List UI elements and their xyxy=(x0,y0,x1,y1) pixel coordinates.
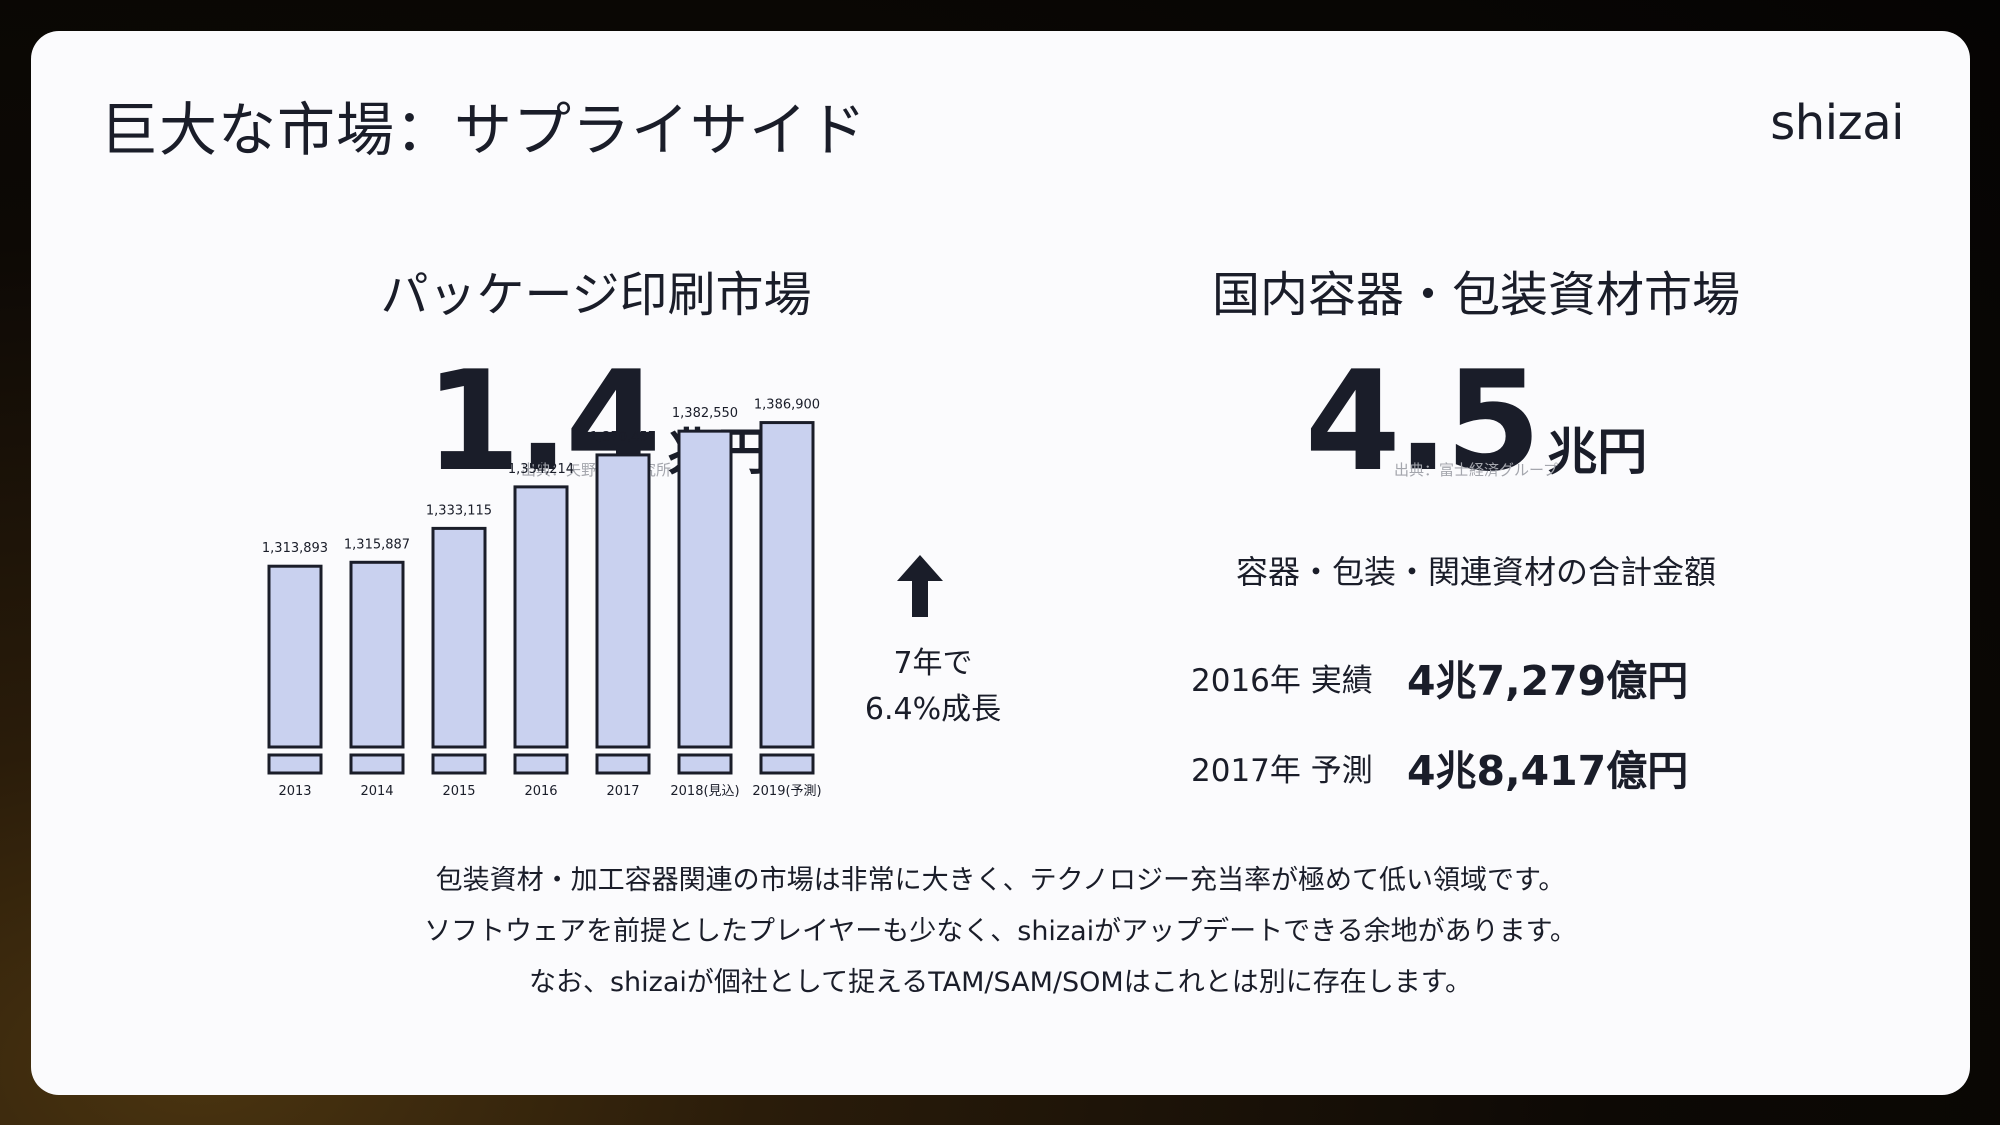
up-arrow-icon xyxy=(897,555,943,617)
bar-base-2019(予測) xyxy=(759,753,815,775)
bar-2017 xyxy=(595,453,651,749)
bar-2019(予測) xyxy=(759,421,815,749)
figure-value-2017: 4兆8,417億円 xyxy=(1407,747,1689,795)
x-tick-label: 2013 xyxy=(278,784,311,799)
slide-title: 巨大な市場：サプライサイド xyxy=(100,96,868,164)
figure-row-2016: 2016年 実績 4兆7,279億円 xyxy=(1191,647,1688,707)
bar-base-2016 xyxy=(513,753,569,775)
bar-2013 xyxy=(267,564,323,749)
bar-2018(見込) xyxy=(677,429,733,749)
data-label: 1,386,900 xyxy=(754,398,820,413)
footer-line-3: なお、shizaiが個社として捉えるTAM/SAM/SOMはこれとは別に存在しま… xyxy=(528,967,1473,998)
data-label: 1,333,115 xyxy=(426,503,492,518)
brand-logo: shizai xyxy=(1770,95,1904,151)
x-tick-label: 2015 xyxy=(442,784,475,799)
footer-note: 包装資材・加工容器関連の市場は非常に大きく、テクノロジー充当率が極めて低い領域で… xyxy=(31,855,1970,1008)
footer-line-2: ソフトウェアを前提としたプレイヤーも少なく、shizaiがアップデートできる余地… xyxy=(424,916,1577,947)
footer-line-1: 包装資材・加工容器関連の市場は非常に大きく、テクノロジー充当率が極めて低い領域で… xyxy=(435,865,1566,896)
x-tick-label: 2017 xyxy=(606,784,639,799)
package-print-bar-chart: 1,313,893 2013 1,315,887 2014 1,333,115 2015 1… xyxy=(262,398,822,799)
bar-base-2013 xyxy=(267,753,323,775)
data-label: 1,370,457 xyxy=(590,430,656,445)
x-tick-label: 2019(予測) xyxy=(752,784,821,799)
data-label: 1,313,893 xyxy=(262,541,328,556)
figure-label-2017: 2017年 予測 xyxy=(1191,752,1373,789)
package-print-market-title: パッケージ印刷市場 xyxy=(380,267,812,323)
x-tick-label: 2018(見込) xyxy=(670,784,739,799)
container-packaging-market-title: 国内容器・包装資材市場 xyxy=(1211,267,1740,323)
data-label: 1,315,887 xyxy=(344,537,410,552)
data-label: 1,382,550 xyxy=(672,406,738,421)
data-label: 1,354,214 xyxy=(508,462,574,477)
growth-note: 7年で 6.4%成長 xyxy=(843,641,1023,733)
figure-value-2016: 4兆7,279億円 xyxy=(1407,657,1689,705)
bar-base-2017 xyxy=(595,753,651,775)
container-packaging-market-number: 4.5 xyxy=(1304,341,1541,502)
bar-base-2014 xyxy=(349,753,405,775)
slide-card: 巨大な市場：サプライサイド shizai パッケージ印刷市場 1.4 兆円 出典… xyxy=(31,31,1970,1095)
bar-2015 xyxy=(431,526,487,749)
container-packaging-market-value: 4.5 兆円 xyxy=(1081,353,1871,491)
figure-label-2016: 2016年 実績 xyxy=(1191,662,1373,699)
bar-base-2015 xyxy=(431,753,487,775)
container-packaging-market-unit: 兆円 xyxy=(1547,423,1648,481)
x-tick-label: 2014 xyxy=(360,784,393,799)
growth-note-line2: 6.4%成長 xyxy=(864,692,1002,727)
x-tick-label: 2016 xyxy=(524,784,557,799)
bar-base-2018(見込) xyxy=(677,753,733,775)
growth-note-line1: 7年で xyxy=(893,646,973,681)
bar-2016 xyxy=(513,485,569,749)
bar-2014 xyxy=(349,560,405,749)
market-total-subtitle: 容器・包装・関連資材の合計金額 xyxy=(1235,553,1716,591)
container-packaging-source: 出典：富士経済グループ xyxy=(1393,461,1559,479)
figure-row-2017: 2017年 予測 4兆8,417億円 xyxy=(1191,737,1688,797)
